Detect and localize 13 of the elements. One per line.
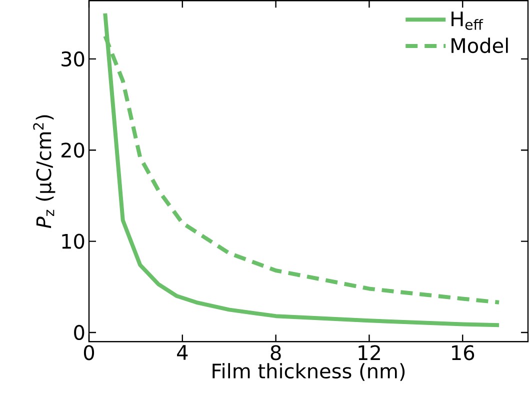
x-axis-title: Film thickness (nm) xyxy=(212,363,405,382)
y-tick-label: 10 xyxy=(62,234,84,250)
x-tick-label: 16 xyxy=(452,345,474,360)
y-tick-label: 0 xyxy=(74,325,84,340)
x-tick-label: 12 xyxy=(358,345,380,360)
y-tick-label: 20 xyxy=(62,142,84,158)
x-tick-label: 4 xyxy=(177,345,188,360)
y-tick-label: 30 xyxy=(62,52,84,67)
x-tick-label: 0 xyxy=(84,345,94,360)
legend-label: H$_{eff}$ xyxy=(452,12,484,30)
y-axis-title: P$_{z}$ (μC/cm$^{2}$) xyxy=(33,115,56,228)
x-tick-label: 8 xyxy=(270,345,281,360)
legend-label: Model xyxy=(452,38,508,54)
